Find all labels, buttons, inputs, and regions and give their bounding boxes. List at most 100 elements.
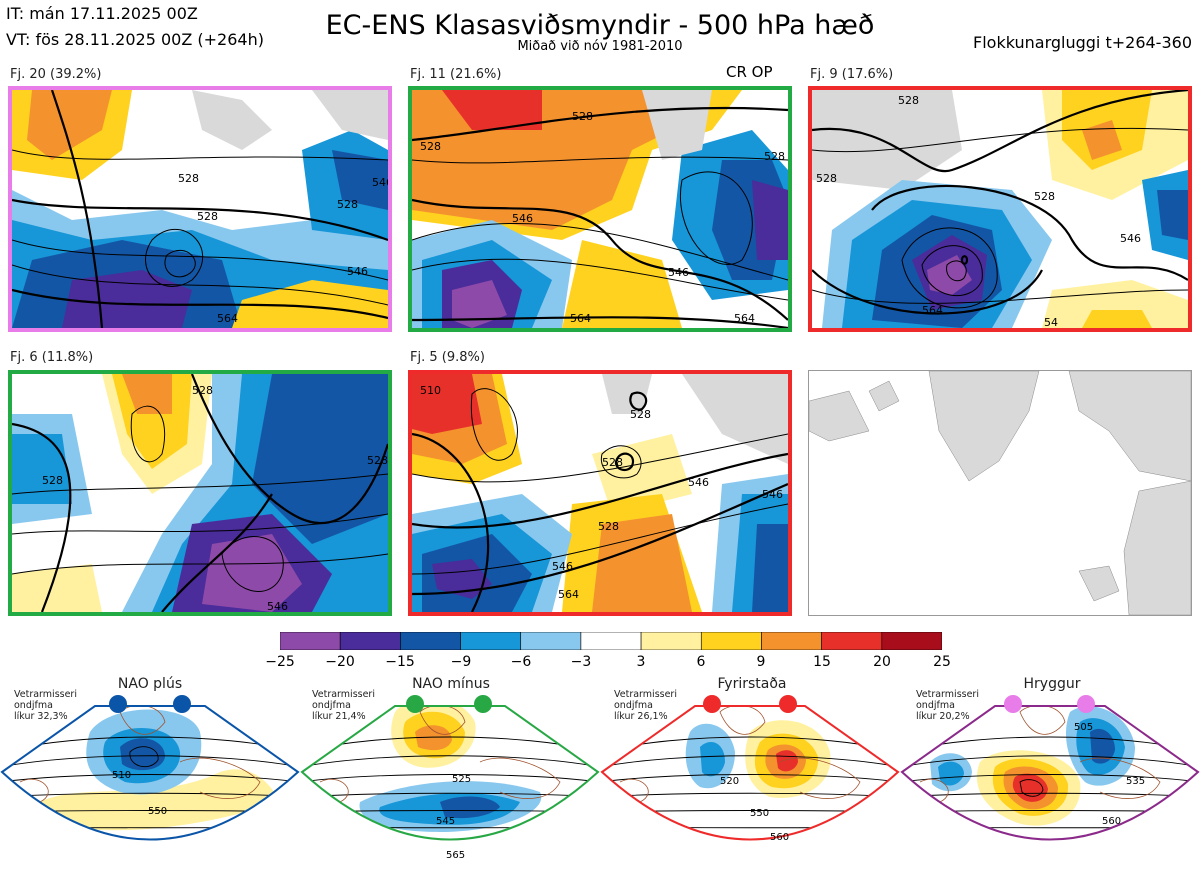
regime-sector-ridge: 505 535 560 <box>900 692 1200 870</box>
contour-label: 528 <box>598 520 619 533</box>
contour-label: 528 <box>42 474 63 487</box>
regime-marker <box>474 695 492 713</box>
regime-marker <box>779 695 797 713</box>
colorbar-swatch <box>640 631 702 651</box>
regime-sector-nao-plus: 510 550 <box>0 692 300 870</box>
contour-label: 535 <box>1126 776 1145 787</box>
contour-label: 520 <box>720 776 739 787</box>
contour-label: 546 <box>762 488 783 501</box>
contour-label: 54 <box>1044 316 1058 328</box>
colorbar-tick: 6 <box>696 654 706 670</box>
contour-label: 545 <box>436 816 455 827</box>
regime-note-nao-minus: Vetrarmisseri ondjfma líkur 21,4% <box>312 689 375 722</box>
panel-label-5: Fj. 5 (9.8%) <box>410 350 485 365</box>
colorbar-tick: 20 <box>873 654 891 670</box>
contour-label: 528 <box>898 94 919 107</box>
colorbar-tick: −25 <box>265 654 295 670</box>
contour-label: 528 <box>572 110 593 123</box>
page-subtitle: Miðað við nóv 1981-2010 <box>517 39 683 54</box>
colorbar-swatch <box>520 631 582 651</box>
colorbar-tick: −6 <box>510 654 532 670</box>
regime-note-blocking: Vetrarmisseri ondjfma líkur 26,1% <box>614 689 677 722</box>
regime-marker <box>406 695 424 713</box>
page-title: EC-ENS Klasasviðsmyndir - 500 hPa hæð <box>325 10 875 41</box>
contour-label: 550 <box>750 808 769 819</box>
regime-title-nao-plus: NAO plús <box>117 676 183 692</box>
colorbar-swatch <box>400 631 461 651</box>
regime-marker <box>703 695 721 713</box>
colorbar-swatch <box>279 631 341 651</box>
colorbar-swatch <box>580 631 642 651</box>
regime-note-nao-plus: Vetrarmisseri ondjfma líkur 32,3% <box>14 689 77 722</box>
cr-op-label: CR OP <box>726 63 773 81</box>
contour-label: 546 <box>1120 232 1141 245</box>
contour-label: 546 <box>688 476 709 489</box>
contour-label: 510 <box>420 384 441 397</box>
regime-title-ridge: Hryggur <box>1023 676 1081 692</box>
cluster-map-3: 528 528 528 546 54 564 <box>808 86 1192 332</box>
colorbar-tick: 15 <box>813 654 831 670</box>
colorbar-tick: −15 <box>385 654 415 670</box>
contour-label: 510 <box>112 770 131 781</box>
contour-label: 505 <box>1074 722 1093 733</box>
contour-label: 564 <box>734 312 755 325</box>
contour-label: 528 <box>337 198 358 211</box>
colorbar-swatch <box>460 631 522 651</box>
contour-label: 564 <box>570 312 591 325</box>
colorbar-swatch <box>339 631 401 651</box>
contour-label: 528 <box>764 150 785 163</box>
contour-label: 528 <box>630 408 651 421</box>
contour-label: 564 <box>922 304 943 317</box>
contour-label: 546 <box>372 176 388 189</box>
colorbar-tick: 9 <box>756 654 766 670</box>
cluster-map-1: 528 528 528 546 546 564 <box>8 86 392 332</box>
cluster-map-5: 510 528 528 528 546 546 546 564 <box>408 370 792 616</box>
colorbar-tick: 25 <box>933 654 951 670</box>
contour-label: 546 <box>668 266 689 279</box>
valid-time: VT: fös 28.11.2025 00Z (+264h) <box>6 30 264 49</box>
contour-label: 546 <box>552 560 573 573</box>
colorbar-tick: −3 <box>570 654 592 670</box>
contour-label: 546 <box>267 600 288 612</box>
contour-label: 560 <box>770 832 789 843</box>
regime-marker <box>1077 695 1095 713</box>
colorbar-tick: −9 <box>450 654 472 670</box>
contour-label: 528 <box>197 210 218 223</box>
panel-label-3: Fj. 9 (17.6%) <box>810 67 894 82</box>
panel-label-2: Fj. 11 (21.6%) <box>410 67 502 82</box>
contour-label: 560 <box>1102 816 1121 827</box>
contour-label: 528 <box>1034 190 1055 203</box>
contour-label: 546 <box>347 265 368 278</box>
regime-title-nao-minus: NAO mínus <box>412 676 490 692</box>
colorbar-swatch <box>700 631 762 651</box>
empty-background-map <box>808 370 1192 616</box>
contour-label: 528 <box>816 172 837 185</box>
classification-window: Flokkunargluggi t+264-360 <box>973 33 1192 52</box>
regime-title-blocking: Fyrirstaða <box>717 676 787 692</box>
regime-marker <box>1004 695 1022 713</box>
contour-label: 564 <box>558 588 579 601</box>
init-time: IT: mán 17.11.2025 00Z <box>6 4 198 23</box>
contour-label: 528 <box>367 454 388 467</box>
contour-label: 564 <box>217 312 238 325</box>
regime-sector-nao-minus: 525 545 565 <box>300 692 600 870</box>
regime-sector-blocking: 520 550 560 <box>600 692 900 870</box>
colorbar-ticks: −25 −20 −15 −9 −6 −3 3 6 9 15 20 25 <box>265 654 951 674</box>
contour-label: 565 <box>446 850 465 861</box>
contour-label: 546 <box>512 212 533 225</box>
contour-label: 528 <box>602 456 623 469</box>
colorbar-swatch <box>881 631 943 651</box>
colorbar-swatch <box>761 631 822 651</box>
contour-label: 550 <box>148 806 167 817</box>
panel-label-4: Fj. 6 (11.8%) <box>10 350 94 365</box>
colorbar-tick: −20 <box>325 654 355 670</box>
colorbar-tick: 3 <box>636 654 646 670</box>
cluster-map-4: 528 528 528 546 <box>8 370 392 616</box>
cluster-map-2: 528 528 528 546 546 564 564 <box>408 86 792 332</box>
contour-label: 528 <box>420 140 441 153</box>
regime-marker <box>173 695 191 713</box>
contour-label: 525 <box>452 774 471 785</box>
colorbar-swatch <box>821 631 883 651</box>
regime-marker <box>109 695 127 713</box>
contour-label: 528 <box>192 384 213 397</box>
